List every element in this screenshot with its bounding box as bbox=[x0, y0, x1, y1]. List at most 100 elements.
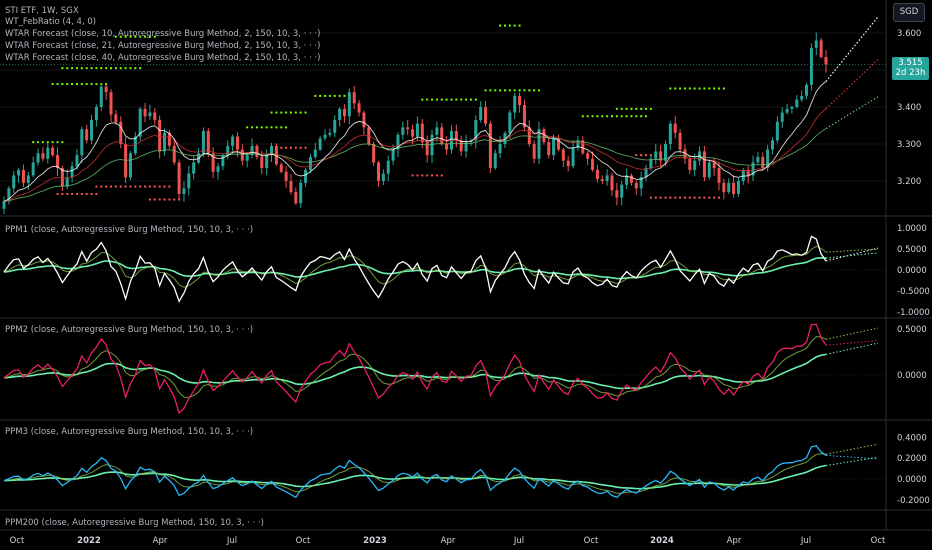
candle bbox=[620, 184, 624, 198]
candle bbox=[284, 171, 288, 181]
level-dot bbox=[640, 115, 643, 118]
ppm3-forecast bbox=[825, 454, 879, 460]
candle bbox=[401, 127, 405, 135]
level-dot bbox=[693, 87, 696, 90]
level-dot bbox=[601, 115, 604, 118]
ppm3-fast-line bbox=[3, 453, 827, 494]
candle bbox=[479, 107, 483, 120]
level-dot bbox=[105, 67, 108, 70]
candle bbox=[265, 155, 269, 169]
level-dot bbox=[508, 89, 511, 92]
candle bbox=[600, 179, 604, 181]
candle bbox=[707, 162, 711, 178]
ppm1-tick-label: -1.0000 bbox=[897, 308, 930, 318]
candle bbox=[17, 169, 21, 176]
level-dot bbox=[620, 115, 623, 118]
level-dot bbox=[435, 98, 438, 101]
ppm1-legend[interactable]: PPM1 (close, Autoregressive Burg Method,… bbox=[5, 225, 253, 235]
level-dot bbox=[90, 192, 93, 195]
candle bbox=[2, 201, 6, 209]
candle bbox=[80, 129, 84, 156]
level-dot bbox=[66, 192, 69, 195]
candle bbox=[386, 160, 390, 174]
time-tick-label: Jul bbox=[226, 536, 237, 546]
level-dot bbox=[513, 24, 516, 27]
level-dot bbox=[100, 185, 103, 188]
pane-separators bbox=[0, 0, 932, 531]
level-dot bbox=[664, 196, 667, 199]
ppm2-legend[interactable]: PPM2 (close, Autoregressive Burg Method,… bbox=[5, 325, 253, 335]
currency-button[interactable]: SGD bbox=[893, 3, 925, 22]
candle bbox=[425, 142, 429, 156]
level-dot bbox=[445, 98, 448, 101]
candle bbox=[333, 119, 337, 133]
time-tick-label: 2024 bbox=[650, 536, 674, 546]
level-dot bbox=[134, 67, 137, 70]
candle bbox=[211, 153, 215, 172]
level-dot bbox=[95, 83, 98, 86]
indicator-legend-wtar21[interactable]: WTAR Forecast (close, 21, Autoregressive… bbox=[5, 41, 321, 51]
candle bbox=[591, 158, 595, 170]
level-dot bbox=[85, 83, 88, 86]
level-dot bbox=[95, 192, 98, 195]
ppm1-tick-label: 0.5000 bbox=[897, 245, 927, 255]
level-dot bbox=[640, 154, 643, 157]
indicator-legend-febratio[interactable]: WT_FebRatio (4, 4, 0) bbox=[5, 17, 96, 27]
candle bbox=[547, 142, 551, 156]
candle bbox=[503, 132, 507, 144]
level-dot bbox=[294, 146, 297, 149]
candle bbox=[746, 169, 750, 176]
level-dot bbox=[144, 185, 147, 188]
candle bbox=[809, 47, 813, 85]
level-dot bbox=[139, 35, 142, 38]
candle bbox=[94, 107, 98, 120]
level-dot bbox=[71, 192, 74, 195]
candle bbox=[114, 114, 118, 122]
level-dot bbox=[304, 146, 307, 149]
ppm200-legend[interactable]: PPM200 (close, Autoregressive Burg Metho… bbox=[5, 518, 264, 528]
candle bbox=[148, 112, 152, 117]
price-tick-label: 3.400 bbox=[897, 103, 921, 113]
level-dot bbox=[581, 115, 584, 118]
level-dot bbox=[119, 67, 122, 70]
candle bbox=[308, 156, 312, 170]
ppm1-tick-label: 1.0000 bbox=[897, 224, 927, 234]
candle bbox=[143, 108, 147, 117]
level-dot bbox=[635, 115, 638, 118]
level-dot bbox=[153, 198, 156, 201]
candle bbox=[197, 153, 201, 163]
indicator-legend-wtar40[interactable]: WTAR Forecast (close, 40, Autoregressive… bbox=[5, 53, 321, 63]
candle bbox=[819, 40, 823, 58]
level-dot bbox=[416, 174, 419, 177]
candle bbox=[484, 107, 488, 124]
candle bbox=[187, 173, 191, 189]
level-dot bbox=[75, 83, 78, 86]
ppm3-legend[interactable]: PPM3 (close, Autoregressive Burg Method,… bbox=[5, 427, 253, 437]
candle bbox=[90, 119, 94, 141]
level-dot bbox=[285, 126, 288, 129]
level-dot bbox=[421, 174, 424, 177]
level-dot bbox=[139, 185, 142, 188]
level-dot bbox=[450, 98, 453, 101]
candle bbox=[260, 156, 264, 169]
time-axis: Oct 2022 Apr Jul Oct 2023 Apr Jul Oct 2024 Apr Jul O… bbox=[10, 536, 886, 546]
level-dot bbox=[163, 198, 166, 201]
candle bbox=[741, 169, 745, 181]
level-dot bbox=[499, 24, 502, 27]
candle bbox=[513, 95, 517, 113]
level-dot bbox=[110, 185, 113, 188]
indicator-legend-wtar10[interactable]: WTAR Forecast (close, 10, Autoregressive… bbox=[5, 29, 321, 39]
ppm3-tick-label: 0.2000 bbox=[897, 454, 927, 464]
level-dot bbox=[484, 89, 487, 92]
candle bbox=[712, 162, 716, 169]
level-dot bbox=[679, 87, 682, 90]
candle bbox=[493, 153, 497, 169]
time-tick-label: Apr bbox=[727, 536, 742, 546]
candle bbox=[36, 153, 40, 163]
level-dot bbox=[431, 98, 434, 101]
bar-countdown: 2d 23h bbox=[895, 68, 926, 78]
level-dot bbox=[440, 98, 443, 101]
level-dot bbox=[649, 196, 652, 199]
level-dot bbox=[343, 94, 346, 97]
level-dot bbox=[489, 89, 492, 92]
